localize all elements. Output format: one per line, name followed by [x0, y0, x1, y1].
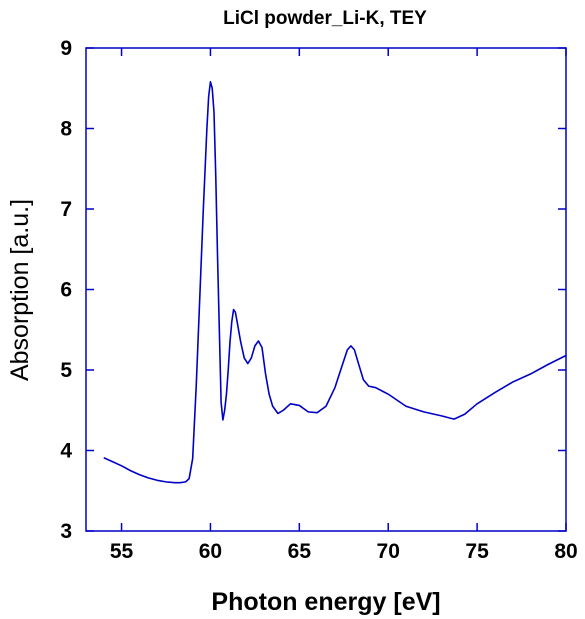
y-tick-label: 4	[60, 440, 72, 463]
y-tick-label: 5	[60, 359, 72, 382]
x-tick-label: 65	[288, 540, 312, 563]
x-tick-label: 60	[199, 540, 222, 563]
absorption-series-line	[103, 81, 567, 484]
y-tick-label: 8	[60, 118, 72, 141]
plot-area-frame	[85, 47, 567, 532]
x-tick-label: 80	[554, 540, 577, 563]
y-tick-label: 6	[60, 279, 72, 302]
y-axis-label: Absorption [a.u.]	[6, 199, 34, 381]
x-tick-label: 75	[465, 540, 489, 563]
y-tick-label: 7	[60, 198, 72, 221]
axis-ticks	[86, 47, 567, 532]
x-tick-label: 55	[110, 540, 134, 563]
y-tick-label: 3	[60, 520, 72, 543]
x-axis-label: Photon energy [eV]	[211, 588, 440, 616]
x-tick-label: 70	[377, 540, 400, 563]
tick-labels: 55 60 65 70 75 80 3 4 5 6 7 8 9	[60, 37, 577, 563]
y-tick-label: 9	[60, 37, 72, 60]
chart-title: LiCl powder_Li-K, TEY	[223, 8, 427, 29]
